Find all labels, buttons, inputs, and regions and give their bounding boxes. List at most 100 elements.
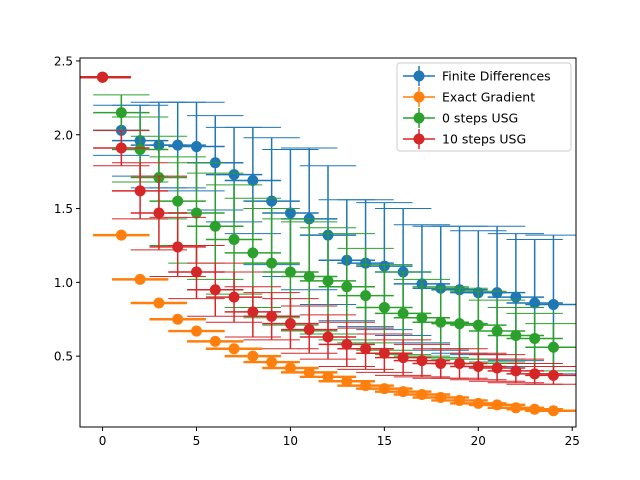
data-point	[360, 290, 372, 302]
data-point-group	[80, 71, 131, 83]
data-point	[284, 362, 296, 374]
data-point	[547, 298, 559, 310]
series-layer	[80, 71, 576, 417]
data-point	[322, 275, 334, 287]
data-point	[134, 185, 146, 197]
data-point	[510, 291, 522, 303]
y-tick-label: 0.5	[54, 350, 73, 364]
x-tick-label: 15	[377, 434, 392, 448]
data-point-group	[205, 343, 263, 355]
data-point	[547, 341, 559, 353]
series-group-2	[80, 71, 576, 372]
data-point	[303, 270, 315, 282]
y-tick-label: 1.0	[54, 276, 73, 290]
data-point	[228, 169, 240, 181]
data-point	[360, 343, 372, 355]
data-point-group	[187, 335, 244, 347]
x-tick-label: 10	[283, 434, 298, 448]
data-point	[134, 144, 146, 156]
data-point	[529, 297, 541, 309]
data-point	[416, 312, 428, 324]
y-tick-label: 1.5	[54, 202, 73, 216]
legend-item: Finite Differences	[403, 66, 551, 86]
x-tick-label: 25	[565, 434, 580, 448]
data-point	[341, 375, 353, 387]
data-point-group	[525, 405, 576, 417]
data-point	[529, 368, 541, 380]
data-point	[397, 352, 409, 364]
data-point-group	[262, 298, 319, 350]
data-point	[247, 350, 259, 362]
data-point	[510, 365, 522, 377]
data-point	[97, 71, 109, 83]
data-point	[172, 241, 184, 253]
data-point	[209, 335, 221, 347]
data-point-group	[111, 273, 169, 285]
legend-frame	[396, 62, 572, 152]
data-point	[115, 107, 127, 119]
data-point	[228, 291, 240, 303]
data-point-group	[149, 216, 206, 277]
legend-label: 0 steps USG	[442, 111, 518, 126]
y-tick-label: 2.0	[54, 128, 73, 142]
legend-marker	[413, 112, 425, 124]
data-point	[416, 355, 428, 367]
data-point	[172, 195, 184, 207]
data-point	[472, 319, 484, 331]
data-point	[247, 306, 259, 318]
series-group-3	[80, 71, 576, 385]
legend: Finite Differences Exact Gradient 0 steps …	[396, 62, 572, 152]
axes-frame	[79, 57, 577, 428]
legend-item: 0 steps USG	[403, 108, 518, 128]
x-tick-label: 20	[471, 434, 486, 448]
data-point	[266, 257, 278, 269]
x-tick-label: 5	[193, 434, 201, 448]
data-point	[341, 281, 353, 293]
data-point	[209, 284, 221, 296]
data-point	[153, 207, 165, 219]
data-point	[303, 324, 315, 336]
data-point	[284, 207, 296, 219]
data-point-group	[130, 297, 188, 309]
data-point	[529, 403, 541, 415]
data-point-group	[525, 365, 576, 385]
y-tick-label: 2.5	[54, 54, 73, 68]
data-point	[472, 397, 484, 409]
legend-marker	[413, 91, 425, 103]
data-point	[228, 343, 240, 355]
data-point	[153, 297, 165, 309]
data-point	[510, 402, 522, 414]
data-point	[284, 266, 296, 278]
data-point	[547, 369, 559, 381]
data-point-group	[93, 229, 150, 241]
data-point	[491, 287, 503, 299]
data-point	[510, 329, 522, 341]
data-point-group	[93, 129, 150, 167]
data-point	[454, 358, 466, 370]
data-point	[134, 273, 146, 285]
legend-marker	[413, 70, 425, 82]
data-point	[322, 331, 334, 343]
data-point	[266, 195, 278, 207]
data-point	[209, 220, 221, 232]
data-point	[435, 316, 447, 328]
legend-label: Finite Differences	[442, 69, 551, 84]
data-point	[266, 310, 278, 322]
data-point	[529, 332, 541, 344]
x-tick-label: 0	[99, 434, 107, 448]
axes-layer: 0 5 10 15 20 25 0.5 1.0 1.5 2.0 2.5	[54, 54, 580, 448]
data-point-group	[224, 350, 282, 362]
data-point	[115, 229, 127, 241]
data-point	[228, 234, 240, 246]
data-point	[378, 347, 390, 359]
data-point	[341, 338, 353, 350]
data-point-group	[149, 313, 206, 325]
data-point-group	[168, 325, 225, 337]
legend-label: 10 steps USG	[442, 132, 526, 147]
data-point	[303, 366, 315, 378]
data-point	[322, 371, 334, 383]
legend-label: Exact Gradient	[442, 90, 535, 105]
data-point	[266, 356, 278, 368]
data-point	[190, 266, 202, 278]
